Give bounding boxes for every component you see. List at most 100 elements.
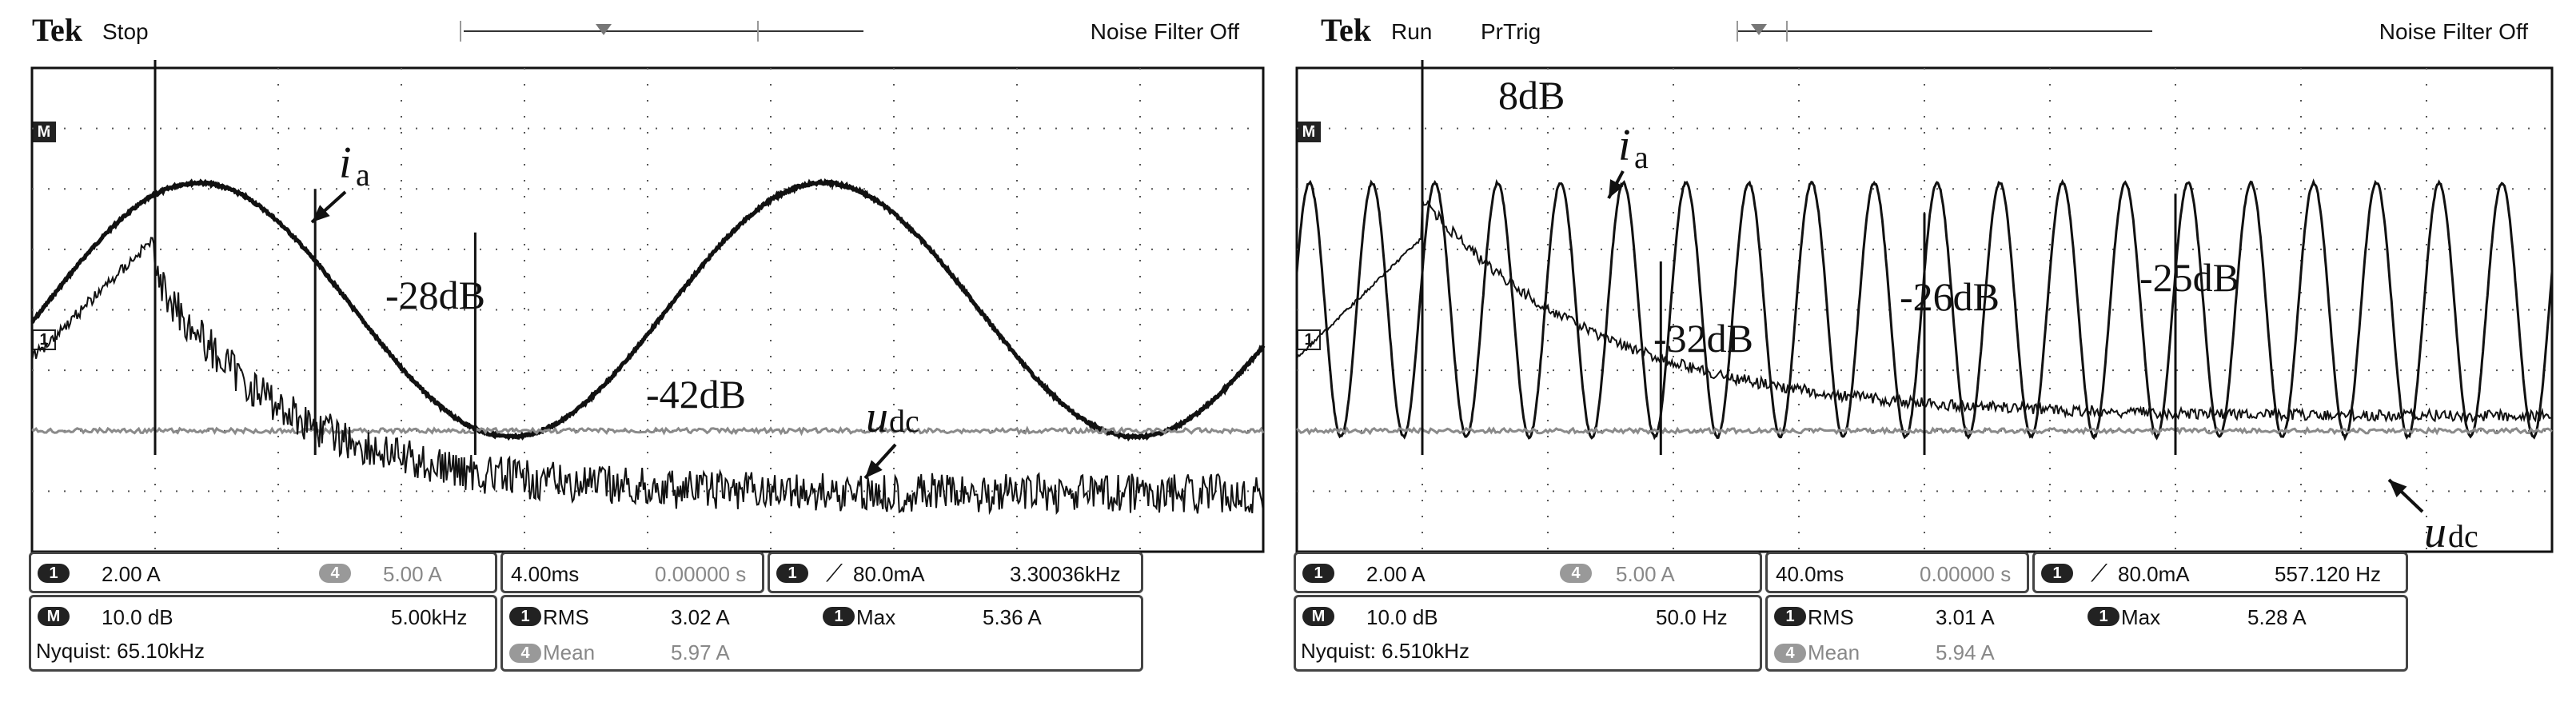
math-frequency: 50.0 Hz xyxy=(1656,605,1728,629)
ch4-badge: 4 xyxy=(1560,564,1592,583)
status-bar: Tek Stop Noise Filter Off xyxy=(0,0,1271,48)
peak-label-8db: 8dB xyxy=(1498,73,1565,118)
record-length-bar xyxy=(464,30,863,32)
mean-label: Mean xyxy=(543,640,596,664)
rising-edge-icon: ⟋ xyxy=(826,560,843,587)
udc-arrow-head xyxy=(865,460,883,478)
math-scale: 10.0 dB xyxy=(1366,605,1438,629)
udc-trace xyxy=(31,425,1265,437)
rms-value: 3.01 A xyxy=(1936,605,1995,629)
ia-trace xyxy=(30,178,1266,442)
ia-label-subscript: a xyxy=(1634,139,1649,175)
ia-arrow-head xyxy=(312,205,330,222)
nyquist-frequency: Nyquist: 6.510kHz xyxy=(1301,639,1469,663)
trigger-box: 1 ⟋ 80.0mA 3.30036kHz xyxy=(768,552,1143,593)
oscilloscope-left: Tek Stop Noise Filter Off M 1 i a -28dB -42… xyxy=(0,0,1271,710)
measurements-box: 1 RMS 3.01 A 4 Mean 5.94 A 1 Max 5.28 A xyxy=(1765,595,2408,672)
peak-label-32db: -32dB xyxy=(1653,316,1753,361)
ch4-badge: 4 xyxy=(319,564,351,583)
max-source-badge: 1 xyxy=(823,607,855,626)
ch4-scale: 5.00 A xyxy=(1616,562,1675,586)
trigger-level: 80.0mA xyxy=(853,562,925,586)
horizontal-delay: 0.00000 s xyxy=(1920,562,2012,586)
trigger-frequency: 557.120 Hz xyxy=(2275,562,2381,586)
udc-arrow-head xyxy=(2389,480,2407,498)
record-window xyxy=(1737,21,1788,42)
peak-label-25db: -25dB xyxy=(2139,255,2239,300)
peak-label-28db: -28dB xyxy=(385,273,485,317)
math-badge: M xyxy=(38,607,70,626)
max-source-badge: 1 xyxy=(2088,607,2119,626)
ia-arrow-head xyxy=(1609,179,1624,198)
math-box: M 10.0 dB 5.00kHz Nyquist: 65.10kHz xyxy=(29,595,497,672)
rms-value: 3.02 A xyxy=(671,605,730,629)
waveform-display: 8dB i a -32dB -26dB -25dB u dc xyxy=(1295,60,2554,557)
graticule-frame xyxy=(30,66,1265,553)
udc-label: u xyxy=(866,393,888,442)
max-value: 5.28 A xyxy=(2247,605,2307,629)
mean-source-badge: 4 xyxy=(509,644,541,663)
acquisition-state: Run xyxy=(1391,19,1433,44)
mean-label: Mean xyxy=(1808,640,1860,664)
trigger-source-badge: 1 xyxy=(776,564,808,583)
measurements-box: 1 RMS 3.02 A 4 Mean 5.97 A 1 Max 5.36 A xyxy=(500,595,1143,672)
timebase: 40.0ms xyxy=(1776,562,1844,586)
max-label: Max xyxy=(2121,605,2161,629)
rms-label: RMS xyxy=(543,605,589,629)
channel-scale-box: 1 2.00 A 4 5.00 A xyxy=(29,552,497,593)
udc-label-subscript: dc xyxy=(889,403,919,439)
trigger-level: 80.0mA xyxy=(2118,562,2190,586)
rms-source-badge: 1 xyxy=(1774,607,1806,626)
max-value: 5.36 A xyxy=(983,605,1042,629)
ia-label: i xyxy=(339,138,352,188)
peak-label-26db: -26dB xyxy=(1900,274,2000,319)
oscilloscope-right: Tek Run PrTrig Noise Filter Off M 1 8dB i… xyxy=(1289,0,2560,710)
trigger-source-badge: 1 xyxy=(2041,564,2073,583)
timebase-box: 40.0ms 0.00000 s xyxy=(1765,552,2029,593)
trigger-frequency: 3.30036kHz xyxy=(1010,562,1121,586)
noise-filter-status: Noise Filter Off xyxy=(2379,19,2528,44)
math-frequency: 5.00kHz xyxy=(391,605,468,629)
peak-label-42db: -42dB xyxy=(646,372,746,417)
waveform-display: i a -28dB -42dB u dc xyxy=(30,60,1266,553)
rms-source-badge: 1 xyxy=(509,607,541,626)
ch1-badge: 1 xyxy=(1302,564,1334,583)
brand-logo: Tek xyxy=(32,12,83,48)
mean-value: 5.94 A xyxy=(1936,640,1995,664)
ch1-scale: 2.00 A xyxy=(102,562,161,586)
timebase-box: 4.00ms 0.00000 s xyxy=(500,552,764,593)
ia-label: i xyxy=(1618,121,1631,170)
trigger-mode: PrTrig xyxy=(1481,19,1541,44)
math-box: M 10.0 dB 50.0 Hz Nyquist: 6.510kHz xyxy=(1294,595,1762,672)
trigger-position-marker-icon xyxy=(596,24,612,35)
acquisition-state: Stop xyxy=(102,19,149,44)
status-bar: Tek Run PrTrig Noise Filter Off xyxy=(1289,0,2560,48)
horizontal-delay: 0.00000 s xyxy=(655,562,747,586)
rising-edge-icon: ⟋ xyxy=(2091,560,2107,587)
rms-label: RMS xyxy=(1808,605,1854,629)
ch4-scale: 5.00 A xyxy=(383,562,442,586)
udc-label-subscript: dc xyxy=(2448,518,2478,554)
noise-filter-status: Noise Filter Off xyxy=(1090,19,1239,44)
ia-label-subscript: a xyxy=(356,157,370,193)
timebase: 4.00ms xyxy=(511,562,580,586)
graticule-grid xyxy=(1297,68,2552,552)
math-scale: 10.0 dB xyxy=(102,605,173,629)
max-label: Max xyxy=(856,605,896,629)
math-badge: M xyxy=(1302,607,1334,626)
trigger-position-marker-icon xyxy=(1751,24,1767,35)
channel-scale-box: 1 2.00 A 4 5.00 A xyxy=(1294,552,1762,593)
mean-value: 5.97 A xyxy=(671,640,730,664)
ch1-scale: 2.00 A xyxy=(1366,562,1426,586)
math-ref-marker: M xyxy=(32,122,56,142)
graticule-grid xyxy=(32,68,1263,552)
fft-trace xyxy=(31,237,1264,516)
ch1-badge: 1 xyxy=(38,564,70,583)
udc-label: u xyxy=(2424,508,2446,557)
math-ref-marker: M xyxy=(1297,122,1321,142)
trigger-box: 1 ⟋ 80.0mA 557.120 Hz xyxy=(2032,552,2408,593)
record-length-bar xyxy=(1737,30,2152,32)
record-window xyxy=(460,21,759,42)
nyquist-frequency: Nyquist: 65.10kHz xyxy=(36,639,205,663)
brand-logo: Tek xyxy=(1321,12,1372,48)
